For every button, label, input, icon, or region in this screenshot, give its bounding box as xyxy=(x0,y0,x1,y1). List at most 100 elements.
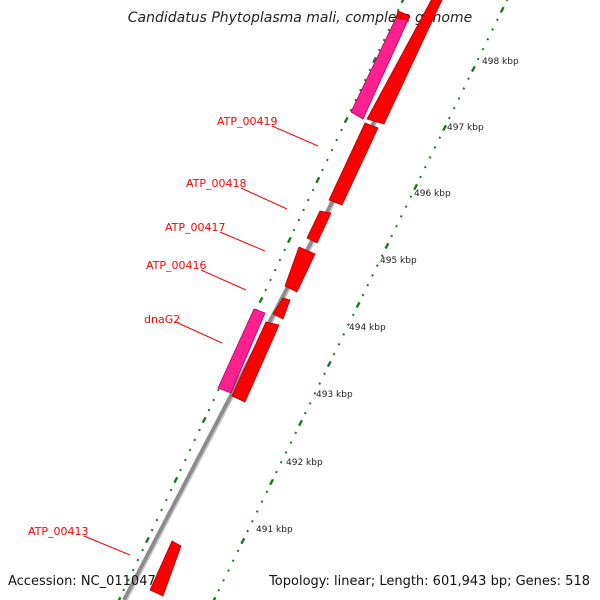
scale-tick xyxy=(470,65,476,73)
scale-dot xyxy=(448,116,451,120)
inner-gene-track xyxy=(149,0,443,597)
gene-label[interactable]: ATP_00416 xyxy=(146,259,207,272)
scale-dot xyxy=(164,498,168,502)
scale-dot xyxy=(217,588,221,592)
scale-dot xyxy=(183,458,187,462)
kbp-label: 493 kbp xyxy=(316,390,353,400)
gene-label-connector xyxy=(200,269,247,291)
scale-dot xyxy=(433,146,437,149)
scale-dot xyxy=(392,18,395,22)
scale-dot xyxy=(279,460,283,464)
scale-dot xyxy=(337,342,341,346)
scale-dot xyxy=(428,156,432,159)
scale-dot xyxy=(273,268,277,272)
gene-label-connector xyxy=(240,187,288,210)
scale-dot xyxy=(188,448,192,452)
scale-dot xyxy=(179,468,182,472)
scale-dot xyxy=(476,57,480,61)
scale-labels: 498 kbp 497 kbp 496 kbp 495 kbp 494 kbp 493 k… xyxy=(256,57,519,535)
scale-dot xyxy=(141,548,145,552)
gene-block[interactable] xyxy=(272,297,291,320)
scale-dot xyxy=(255,510,259,513)
scale-dot xyxy=(131,568,135,572)
scale-dot xyxy=(169,488,173,492)
scale-dot xyxy=(351,313,355,317)
scale-dot xyxy=(236,549,240,553)
scale-dot xyxy=(289,441,293,444)
scale-dot xyxy=(486,37,490,41)
scale-dot xyxy=(155,518,159,522)
gene-block-highlight[interactable] xyxy=(217,308,266,394)
gene-block[interactable] xyxy=(366,0,443,125)
scale-dot xyxy=(122,588,126,592)
scale-tick xyxy=(258,296,264,304)
scale-dot xyxy=(260,500,264,503)
scale-dot xyxy=(321,168,324,172)
gene-block[interactable] xyxy=(231,321,280,403)
gene-labels: ATP_00419 ATP_00418 ATP_00417 ATP_00416 dnaG… xyxy=(28,115,319,556)
gene-label[interactable]: ATP_00417 xyxy=(165,221,226,234)
accession-text: Accession: NC_011047 xyxy=(8,574,156,589)
scale-dot xyxy=(283,248,287,252)
scale-tick xyxy=(116,596,122,600)
scale-dot xyxy=(269,278,272,282)
scale-dot xyxy=(294,431,298,435)
gene-label-connector xyxy=(177,322,223,344)
scale-dot xyxy=(217,388,220,392)
scale-dot xyxy=(330,148,334,152)
scale-dot xyxy=(306,198,310,202)
kbp-label: 496 kbp xyxy=(414,189,451,199)
scale-dot xyxy=(467,77,470,81)
scale-tick xyxy=(173,476,179,484)
scale-dot xyxy=(375,264,379,267)
scale-tick xyxy=(315,176,321,184)
gene-block[interactable] xyxy=(328,122,379,206)
gene-label-connector xyxy=(219,231,266,252)
scale-dot xyxy=(423,165,427,169)
scale-tick xyxy=(240,537,246,545)
gene-block[interactable] xyxy=(284,246,316,293)
scale-dot xyxy=(342,333,346,336)
scale-dot xyxy=(371,274,374,277)
kbp-label: 498 kbp xyxy=(482,57,519,67)
scale-dot xyxy=(278,258,282,262)
scale-dot xyxy=(251,519,254,523)
scale-dot xyxy=(332,352,336,356)
scale-tick xyxy=(201,416,207,424)
kbp-label: 492 kbp xyxy=(286,458,323,468)
scale-tick xyxy=(211,596,217,600)
scale-dot xyxy=(387,28,391,32)
scale-dot xyxy=(361,293,365,297)
scale-dot xyxy=(222,578,225,582)
scale-dot xyxy=(496,18,499,22)
scale-dot xyxy=(380,254,384,258)
scale-dot xyxy=(198,428,201,432)
gene-label[interactable]: ATP_00413 xyxy=(28,525,89,538)
scale-dot xyxy=(207,408,211,412)
gene-block[interactable] xyxy=(149,540,182,597)
map-title: Candidatus Phytoplasma mali, complete ge… xyxy=(127,10,473,26)
kbp-label: 494 kbp xyxy=(349,323,386,333)
scale-dot xyxy=(265,490,269,494)
scale-tick xyxy=(400,0,406,4)
gene-block[interactable] xyxy=(306,210,332,244)
gene-label[interactable]: ATP_00418 xyxy=(186,177,247,190)
scale-tick xyxy=(499,6,505,14)
dot-tracks xyxy=(116,0,509,600)
scale-dot xyxy=(491,28,494,31)
scale-dot xyxy=(303,411,307,415)
scale-dot xyxy=(335,138,339,142)
gene-label[interactable]: dnaG2 xyxy=(144,313,180,326)
scale-tick xyxy=(355,301,361,309)
scale-tick xyxy=(413,183,419,191)
kbp-label: 497 kbp xyxy=(447,123,484,133)
gene-block[interactable] xyxy=(395,10,411,21)
scale-dot xyxy=(264,288,268,292)
scale-dot xyxy=(340,128,343,132)
scale-dot xyxy=(404,205,408,208)
gene-label[interactable]: ATP_00419 xyxy=(217,115,278,128)
scale-tick xyxy=(384,242,390,250)
scale-dot xyxy=(127,578,130,582)
scale-dot xyxy=(347,323,350,326)
scale-dot xyxy=(297,218,301,222)
